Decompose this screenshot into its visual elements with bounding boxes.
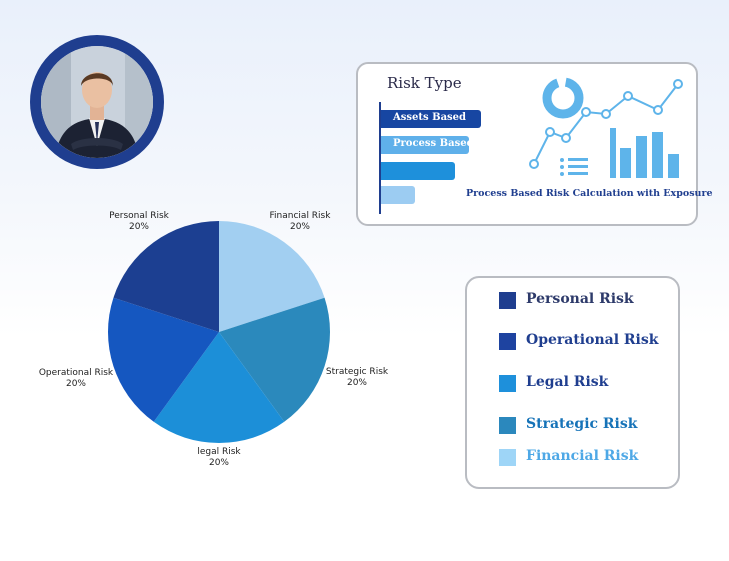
pie-slice-strategic-risk — [219, 297, 331, 422]
risk-type-bar — [381, 162, 455, 180]
legend-label: Strategic Risk — [526, 416, 638, 432]
legend-label: Personal Risk — [526, 291, 634, 307]
legend-swatch — [499, 449, 516, 466]
bar-axis — [379, 102, 381, 214]
risk-type-bar-label: Process Based — [393, 138, 474, 149]
legend-swatch — [499, 292, 516, 309]
legend-label: Financial Risk — [526, 448, 639, 464]
pie-label-financial-risk: Financial Risk — [270, 211, 332, 221]
legend-card: Personal Risk Operational Risk Legal Risk S… — [465, 276, 680, 489]
pie-label-legal-risk: legal Risk — [197, 447, 241, 457]
legend-swatch — [499, 417, 516, 434]
avatar-photo — [41, 46, 153, 158]
person-icon — [41, 46, 153, 158]
pie-slice-personal-risk — [113, 221, 219, 332]
pie-percent-strategic-risk: 20% — [347, 378, 367, 388]
risk-type-card: Risk Type Assets Based Process Based Proc… — [356, 62, 713, 226]
legend-swatch — [499, 375, 516, 392]
pie-percent-financial-risk: 20% — [290, 222, 310, 232]
risk-type-bar: Process Based — [381, 136, 474, 154]
pie-slice-operational-risk — [108, 297, 219, 422]
pie-percent-personal-risk: 20% — [129, 222, 149, 232]
avatar — [30, 35, 164, 169]
pie-slice-legal-risk — [153, 332, 285, 443]
pie-percent-operational-risk: 20% — [66, 379, 86, 389]
risk-type-bar: Assets Based — [381, 110, 481, 128]
risk-type-bar-label: Assets Based — [393, 112, 467, 123]
risk-type-bar — [381, 186, 415, 204]
pie-label-personal-risk: Personal Risk — [109, 211, 170, 221]
legend-label: Operational Risk — [526, 332, 659, 348]
pie-slice-financial-risk — [219, 221, 325, 332]
risk-type-title: Risk Type — [387, 74, 462, 92]
pie-percent-legal-risk: 20% — [209, 458, 229, 468]
card-caption: Process Based Risk Calculation with Expo… — [466, 188, 713, 199]
analytics-illustration-icon — [529, 77, 683, 178]
pie-label-operational-risk: Operational Risk — [39, 368, 114, 378]
legend-label: Legal Risk — [526, 374, 609, 390]
legend-swatch — [499, 333, 516, 350]
pie-label-strategic-risk: Strategic Risk — [326, 367, 389, 377]
risk-pie-chart: Financial Risk 20% Strategic Risk 20% legal … — [0, 200, 420, 480]
